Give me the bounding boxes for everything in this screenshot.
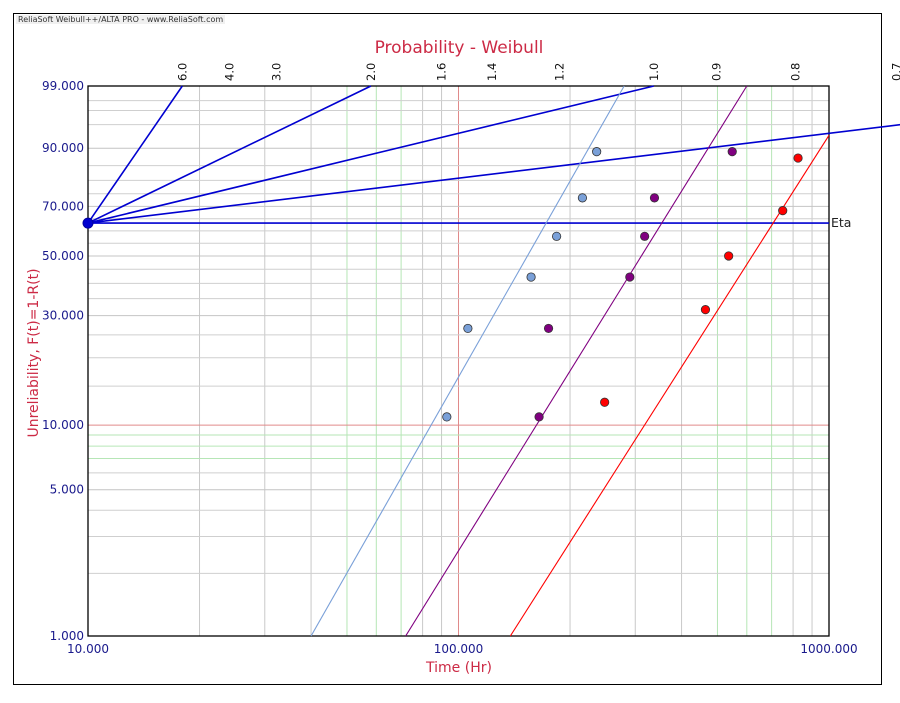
data-point xyxy=(640,231,650,241)
chart-title: Probability - Weibull xyxy=(375,38,544,58)
x-axis-title: Time (Hr) xyxy=(425,660,492,676)
data-point xyxy=(700,305,711,315)
beta-scale: 6.04.03.02.01.61.41.21.00.90.80.70.60.5 xyxy=(82,63,900,229)
axes: 1.000 5.000 10.000 30.000 50.000 70.000 90.000… xyxy=(42,79,858,656)
x-tick-label: 10.000 xyxy=(67,642,109,656)
x-tick-label: 100.000 xyxy=(434,642,484,656)
series xyxy=(310,85,830,637)
data-point xyxy=(463,323,473,334)
fit-line xyxy=(310,85,625,637)
beta-tick-label: 1.6 xyxy=(435,63,449,81)
beta-tick-label: 1.0 xyxy=(647,63,661,81)
beta-tick-label: 6.0 xyxy=(175,63,189,81)
watermark: ReliaSoft Weibull++/ALTA PRO - www.Relia… xyxy=(16,15,226,24)
data-point xyxy=(526,272,536,282)
data-point xyxy=(577,193,588,203)
fit-line xyxy=(405,85,748,637)
beta-line xyxy=(87,85,183,224)
beta-tick-label: 2.0 xyxy=(364,63,378,81)
beta-line xyxy=(87,85,655,224)
y-tick-label: 30.000 xyxy=(42,309,84,323)
y-tick-label: 70.000 xyxy=(42,199,84,213)
beta-line xyxy=(87,85,372,224)
fit-line xyxy=(509,134,830,637)
beta-tick-label: 4.0 xyxy=(222,63,236,81)
data-point xyxy=(724,251,734,261)
data-point xyxy=(592,147,602,157)
beta-tick-label: 0.8 xyxy=(788,63,802,81)
labels: Probability - Weibull Time (Hr) Unreliab… xyxy=(26,38,851,676)
y-tick-label: 90.000 xyxy=(42,141,84,155)
data-point xyxy=(778,206,788,216)
eta-origin-point xyxy=(82,217,94,229)
y-tick-label: 5.000 xyxy=(50,483,84,497)
eta-label: Eta xyxy=(831,215,851,230)
y-axis-title: Unreliability, F(t)=1-R(t) xyxy=(26,268,42,437)
data-point xyxy=(649,193,660,203)
data-point xyxy=(543,323,554,334)
beta-line xyxy=(87,123,900,224)
data-point xyxy=(793,153,803,163)
beta-tick-label: 0.9 xyxy=(710,63,724,81)
beta-tick-label: 1.2 xyxy=(553,63,567,81)
data-point xyxy=(625,272,635,282)
beta-tick-label: 1.4 xyxy=(485,63,499,81)
plot-border xyxy=(87,85,830,637)
data-point xyxy=(727,147,737,157)
y-tick-label: 50.000 xyxy=(42,249,84,263)
y-tick-label: 1.000 xyxy=(50,629,84,643)
data-point xyxy=(600,397,610,407)
y-tick-label: 10.000 xyxy=(42,418,84,432)
data-point xyxy=(534,412,544,422)
x-tick-label: 1000.000 xyxy=(800,642,857,656)
beta-tick-label: 3.0 xyxy=(270,63,284,81)
data-point xyxy=(552,231,562,241)
data-point xyxy=(442,412,452,422)
beta-tick-label: 0.7 xyxy=(889,63,900,81)
grid xyxy=(88,85,829,637)
y-tick-label: 99.000 xyxy=(42,79,84,93)
